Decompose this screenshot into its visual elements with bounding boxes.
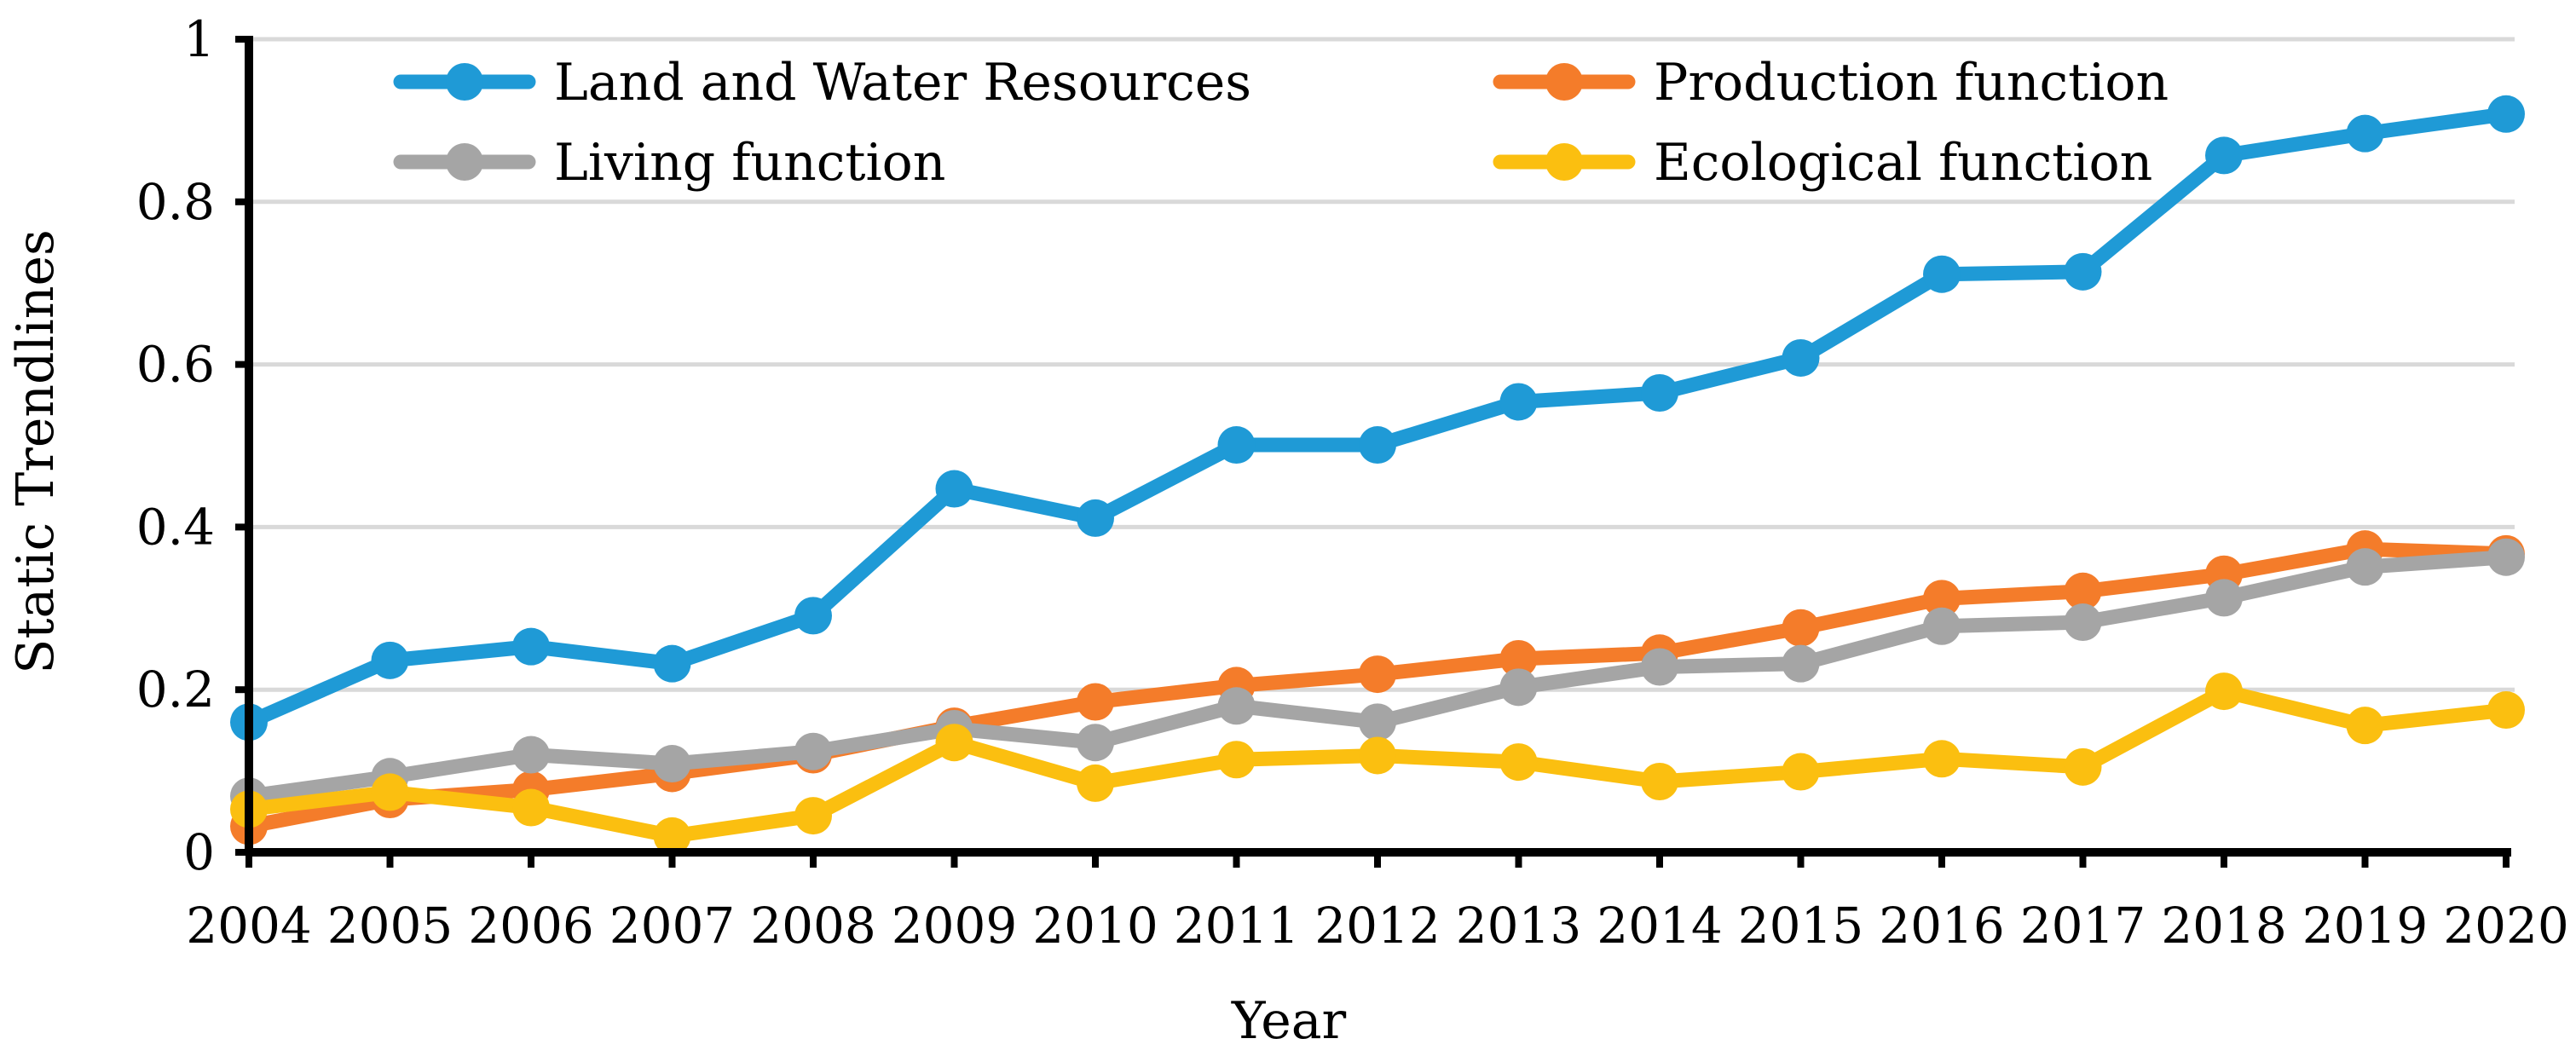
data-point — [1077, 683, 1114, 721]
data-point — [1077, 499, 1114, 537]
y-tick-label: 0.6 — [136, 336, 215, 394]
x-tick-label: 2020 — [2443, 897, 2569, 955]
data-point — [2064, 572, 2102, 610]
data-point — [1217, 687, 1256, 725]
data-point — [1641, 373, 1678, 412]
data-point — [2064, 747, 2102, 786]
data-point — [1782, 338, 1820, 377]
legend-label: Land and Water Resources — [554, 53, 1251, 113]
data-point — [512, 788, 550, 827]
x-tick-label: 2016 — [1879, 897, 2005, 955]
x-tick-label: 2017 — [2020, 897, 2146, 955]
data-point — [512, 627, 550, 666]
data-point — [1359, 736, 1396, 775]
x-tick-label: 2005 — [327, 897, 453, 955]
legend-swatch-marker — [446, 63, 483, 101]
x-tick-label: 2007 — [609, 897, 736, 955]
data-point — [2205, 579, 2243, 617]
data-point — [653, 817, 691, 855]
data-point — [1359, 703, 1396, 742]
legend-swatch-marker — [446, 143, 483, 181]
x-tick-label: 2006 — [468, 897, 594, 955]
x-tick-label: 2008 — [750, 897, 876, 955]
y-tick-label: 0.2 — [136, 661, 215, 718]
data-point — [2487, 538, 2525, 576]
x-tick-label: 2010 — [1032, 897, 1158, 955]
data-point — [2346, 548, 2384, 586]
data-point — [2205, 672, 2243, 711]
data-point — [512, 736, 550, 774]
gridlines — [249, 37, 2515, 692]
series-3 — [230, 672, 2525, 855]
data-point — [371, 773, 409, 811]
series-0 — [230, 95, 2525, 742]
x-tick-label: 2015 — [1738, 897, 1864, 955]
x-tick-label: 2018 — [2161, 897, 2287, 955]
data-point — [1499, 639, 1538, 678]
data-point — [1499, 743, 1538, 782]
data-point — [794, 597, 832, 635]
data-point — [1499, 668, 1538, 707]
data-point — [1077, 724, 1114, 762]
data-point — [935, 470, 973, 508]
data-point — [935, 724, 973, 762]
y-tick-label: 0.4 — [136, 498, 215, 556]
data-point — [2487, 691, 2525, 730]
data-point — [1923, 580, 1961, 618]
data-point — [2205, 136, 2243, 175]
legend-item: Production function — [1493, 53, 2169, 113]
x-tick-label: 2019 — [2302, 897, 2429, 955]
series-line — [241, 107, 2514, 730]
data-point — [1923, 255, 1961, 293]
y-tick-label: 0.8 — [136, 173, 215, 231]
x-tick-label: 2012 — [1314, 897, 1441, 955]
data-point — [1782, 753, 1820, 791]
legend-label: Living function — [554, 133, 945, 193]
data-point — [794, 732, 832, 770]
x-tick-label: 2011 — [1174, 897, 1300, 955]
legend-label: Ecological function — [1654, 133, 2152, 193]
data-point — [1641, 763, 1678, 801]
legend-item: Land and Water Resources — [393, 53, 1251, 113]
x-tick-label: 2009 — [892, 897, 1018, 955]
data-point — [1077, 764, 1114, 802]
data-point — [2064, 252, 2102, 291]
x-tick-label: 2004 — [186, 897, 312, 955]
y-axis-title: Static Trendlines — [6, 229, 66, 674]
data-point — [2487, 95, 2525, 133]
data-point — [1499, 383, 1538, 421]
data-point — [1923, 740, 1961, 778]
x-tick-label: 2013 — [1456, 897, 1582, 955]
y-tick-label: 1 — [183, 10, 215, 68]
legend-label: Production function — [1654, 53, 2169, 113]
data-point — [1359, 655, 1396, 694]
data-point — [1782, 644, 1820, 683]
data-point — [1641, 648, 1678, 686]
legend-swatch-marker — [1545, 143, 1583, 181]
y-tick-label: 0 — [183, 823, 215, 881]
series-lines — [230, 95, 2525, 855]
data-point — [653, 644, 691, 683]
x-tick-label: 2014 — [1597, 897, 1723, 955]
legend: Land and Water Resources Production funct… — [393, 53, 2169, 193]
data-point — [1217, 741, 1256, 779]
data-point — [1923, 607, 1961, 645]
data-point — [1217, 426, 1256, 465]
legend-swatch-marker — [1545, 63, 1583, 101]
legend-item: Ecological function — [1493, 133, 2152, 193]
data-point — [371, 641, 409, 679]
data-point — [2346, 114, 2384, 153]
data-point — [794, 797, 832, 835]
data-point — [1782, 609, 1820, 647]
data-point — [2346, 707, 2384, 745]
data-point — [653, 745, 691, 783]
data-point — [2064, 603, 2102, 642]
legend-item: Living function — [393, 133, 945, 193]
data-point — [1359, 426, 1396, 465]
x-axis-title: Year — [1231, 991, 1347, 1051]
